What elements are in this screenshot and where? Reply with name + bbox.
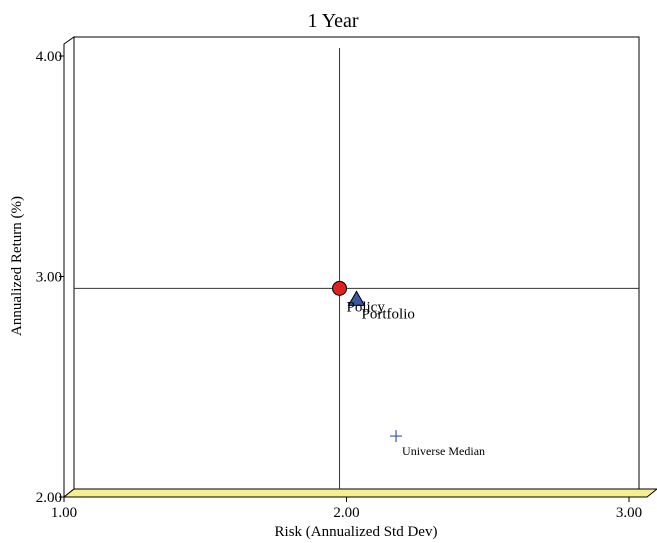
x-tick-label: 2.00 bbox=[333, 505, 359, 521]
x-axis-ticks: 1.00 2.00 3.00 bbox=[51, 497, 642, 521]
point-label: Portfolio bbox=[362, 306, 415, 322]
y-axis-label: Annualized Return (%) bbox=[9, 196, 25, 336]
x-tick-label: 1.00 bbox=[51, 505, 77, 521]
chart-title: 1 Year bbox=[307, 10, 358, 32]
point-label: Universe Median bbox=[402, 444, 485, 458]
y-tick-label: 3.00 bbox=[36, 270, 62, 286]
x-tick-label: 3.00 bbox=[616, 505, 642, 521]
universe-median-point bbox=[390, 430, 403, 443]
plot-left-wall bbox=[63, 36, 75, 499]
point-label: Policy bbox=[347, 299, 386, 315]
y-tick-label: 2.00 bbox=[36, 490, 62, 506]
plot-floor bbox=[62, 488, 657, 498]
portfolio-point bbox=[332, 280, 348, 296]
y-tick-label: 4.00 bbox=[36, 49, 62, 65]
policy-point bbox=[347, 290, 366, 306]
y-axis-ticks: 2.00 3.00 4.00 bbox=[36, 49, 64, 506]
plot-back-wall bbox=[73, 36, 640, 490]
x-axis-label: Risk (Annualized Std Dev) bbox=[275, 524, 438, 540]
